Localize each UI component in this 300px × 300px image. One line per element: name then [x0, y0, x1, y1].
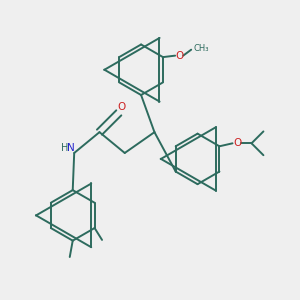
Text: O: O — [117, 103, 125, 112]
Text: CH₃: CH₃ — [193, 44, 209, 53]
Text: O: O — [175, 51, 183, 61]
Text: N: N — [67, 142, 74, 153]
Text: O: O — [233, 138, 242, 148]
Text: H: H — [61, 142, 68, 153]
